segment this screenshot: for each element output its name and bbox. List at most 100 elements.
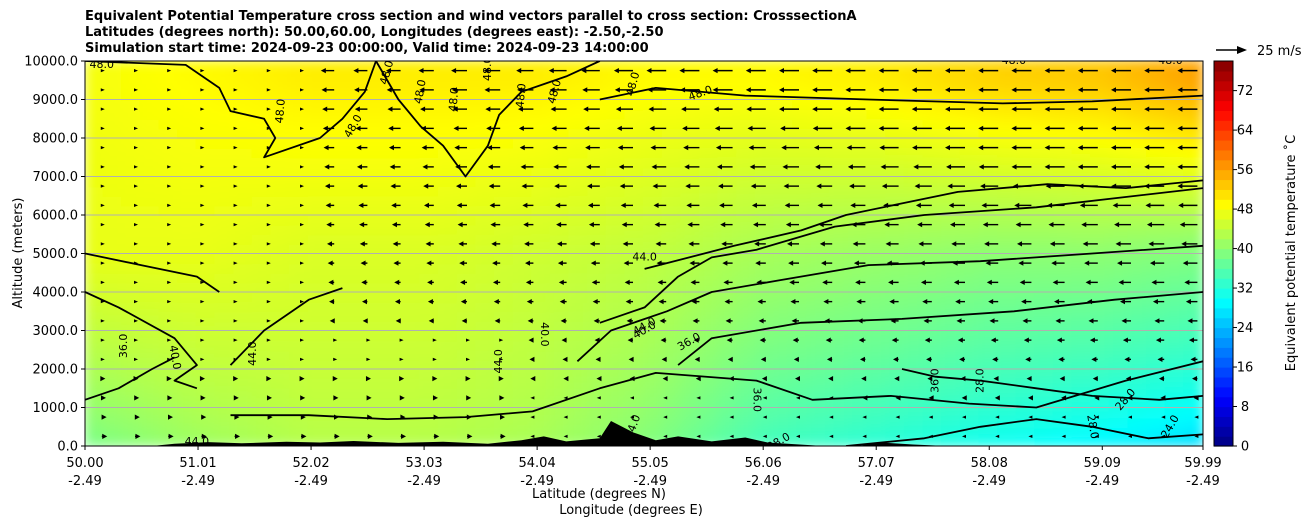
field-cell: [661, 88, 683, 101]
field-cell: [922, 252, 944, 265]
field-cell: [885, 242, 906, 255]
field-cell: [680, 387, 701, 399]
wind-vector-head: [588, 222, 594, 228]
colorbar-band: [1214, 90, 1233, 102]
wind-vector-head: [233, 395, 239, 401]
y-tick-label: 10000.0: [24, 55, 78, 70]
wind-vector-head: [389, 164, 395, 170]
field-cell: [270, 223, 291, 236]
field-cell: [959, 165, 981, 178]
field-cell: [1127, 223, 1149, 236]
field-cell: [251, 223, 273, 236]
wind-vector-head: [1056, 337, 1062, 343]
field-cell: [661, 387, 683, 399]
field-cell: [85, 319, 105, 332]
field-cell: [978, 377, 999, 390]
field-cell: [121, 271, 142, 284]
field-cell: [531, 69, 552, 82]
field-cell: [139, 252, 161, 265]
field-cell: [475, 79, 496, 91]
field-cell: [624, 108, 645, 120]
field-cell: [382, 175, 403, 188]
field-cell: [1127, 339, 1149, 351]
field-cell: [419, 156, 440, 168]
wind-vector: [167, 184, 172, 188]
field-cell: [866, 233, 888, 245]
field-cell: [643, 291, 664, 303]
field-cell: [829, 204, 850, 216]
field-cell: [1071, 300, 1093, 313]
field-cell: [531, 368, 552, 380]
wind-vector-head: [362, 318, 368, 324]
field-cell: [698, 300, 720, 313]
field-cell: [1183, 319, 1203, 332]
field-cell: [1015, 406, 1037, 419]
field-cell: [568, 98, 590, 111]
field-cell: [1090, 281, 1111, 293]
field-cell: [475, 98, 496, 111]
field-cell: [363, 214, 385, 226]
field-cell: [997, 79, 1018, 91]
wind-vector: [167, 107, 172, 111]
field-cell: [1090, 156, 1111, 168]
wind-vector-head: [621, 222, 627, 228]
y-tick-label: 8000.0: [33, 132, 79, 147]
field-cell: [438, 185, 459, 197]
field-cell: [754, 223, 776, 236]
field-cell: [848, 271, 869, 284]
field-cell: [1015, 137, 1037, 149]
field-cell: [363, 300, 385, 313]
field-cell: [326, 319, 347, 332]
field-cell: [1108, 223, 1130, 236]
wind-vector-head: [467, 433, 473, 439]
wind-vector: [432, 357, 437, 361]
wind-vector: [629, 415, 634, 419]
wind-vector-head: [388, 145, 394, 151]
wind-vector: [200, 69, 205, 73]
field-cell: [643, 387, 664, 399]
field-cell: [1090, 435, 1111, 446]
wind-vector-head: [961, 395, 967, 401]
field-cell: [214, 300, 235, 313]
field-cell: [1052, 242, 1074, 255]
field-cell: [922, 61, 944, 72]
wind-vector: [200, 184, 205, 188]
field-cell: [158, 377, 180, 390]
field-cell: [307, 339, 329, 351]
field-cell: [1146, 271, 1167, 284]
field-cell: [587, 358, 608, 370]
wind-vector-head: [884, 222, 890, 228]
field-cell: [568, 194, 590, 207]
field-cell: [1015, 300, 1037, 313]
field-cell: [866, 156, 888, 168]
field-cell: [810, 79, 832, 91]
field-cell: [829, 291, 850, 303]
field-cell: [1034, 291, 1055, 303]
colorbar-band: [1214, 238, 1233, 250]
field-cell: [419, 146, 440, 159]
field-cell: [400, 214, 422, 226]
field-cell: [624, 271, 645, 284]
field-cell: [363, 127, 385, 139]
field-cell: [195, 425, 217, 438]
field-cell: [848, 339, 869, 351]
wind-vector: [266, 280, 271, 284]
field-cell: [624, 69, 645, 82]
field-cell: [121, 368, 142, 380]
field-cell: [400, 291, 422, 303]
field-cell: [717, 406, 739, 419]
field-cell: [866, 117, 888, 130]
wind-vector-head: [815, 164, 821, 170]
field-cell: [158, 98, 180, 111]
field-cell: [289, 387, 310, 399]
field-cell: [1108, 165, 1130, 178]
y-axis: 0.01000.02000.03000.04000.05000.06000.07…: [24, 55, 85, 455]
wind-vector: [299, 357, 304, 361]
wind-vector-head: [728, 376, 734, 382]
colorbar-band: [1214, 297, 1233, 309]
wind-vector-head: [385, 68, 391, 74]
colorbar-band: [1214, 218, 1233, 230]
wind-vector: [366, 338, 371, 342]
field-cell: [792, 300, 813, 313]
wind-vector-head: [101, 414, 107, 420]
